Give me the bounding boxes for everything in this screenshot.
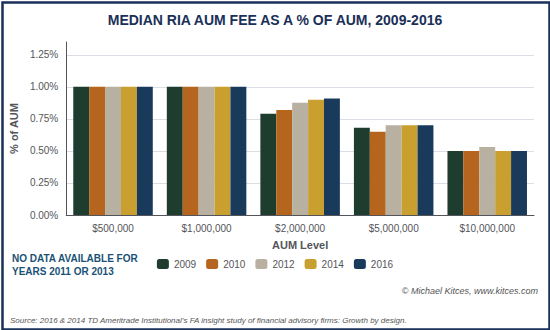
svg-text:$1,000,000: $1,000,000 [182,223,232,234]
svg-text:2009: 2009 [174,259,197,270]
svg-text:$2,000,000: $2,000,000 [275,223,325,234]
svg-text:$10,000,000: $10,000,000 [459,223,515,234]
svg-text:Source: 2016 & 2014 TD Ameritr: Source: 2016 & 2014 TD Ameritrade Instit… [10,316,407,325]
svg-text:© Michael Kitces, www.kitces.c: © Michael Kitces, www.kitces.com [402,286,539,296]
svg-text:$5,000,000: $5,000,000 [369,223,419,234]
svg-text:0.25%: 0.25% [30,177,58,188]
svg-text:NO DATA AVAILABLE FOR: NO DATA AVAILABLE FOR [12,253,139,264]
svg-text:0.50%: 0.50% [30,145,58,156]
svg-text:% of AUM: % of AUM [8,103,20,154]
svg-text:0.00%: 0.00% [30,210,58,221]
svg-text:1.25%: 1.25% [30,49,58,60]
svg-text:2012: 2012 [272,259,295,270]
svg-text:AUM Level: AUM Level [272,239,328,251]
svg-text:$500,000: $500,000 [92,223,134,234]
svg-text:2010: 2010 [223,259,246,270]
svg-text:2016: 2016 [371,259,394,270]
svg-text:0.75%: 0.75% [30,113,58,124]
svg-text:2014: 2014 [322,259,345,270]
svg-text:1.00%: 1.00% [30,81,58,92]
svg-text:YEARS 2011 OR 2013: YEARS 2011 OR 2013 [12,266,114,277]
svg-text:MEDIAN RIA AUM FEE AS A % OF A: MEDIAN RIA AUM FEE AS A % OF AUM, 2009-2… [108,12,443,28]
